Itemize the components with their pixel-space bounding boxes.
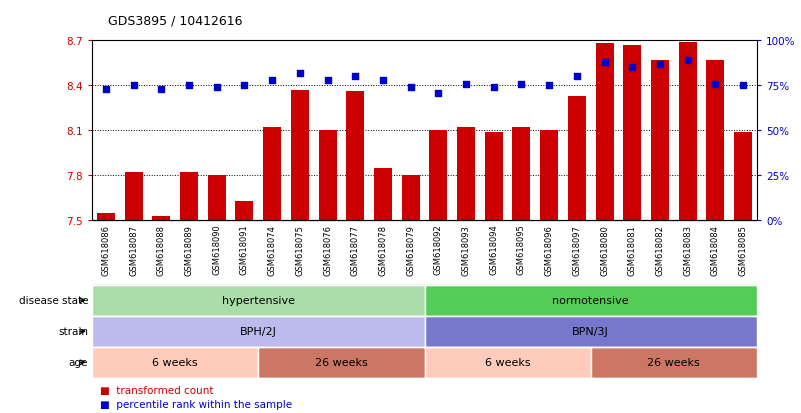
- Point: [155, 86, 167, 93]
- Bar: [180, 173, 198, 221]
- Text: GSM618088: GSM618088: [157, 224, 166, 275]
- Bar: [92, 347, 258, 378]
- Text: GSM618083: GSM618083: [683, 224, 692, 275]
- Bar: [264, 128, 281, 221]
- Point: [460, 81, 473, 88]
- Bar: [734, 133, 752, 221]
- Point: [376, 78, 389, 84]
- Text: GSM618093: GSM618093: [461, 224, 470, 275]
- Text: strain: strain: [58, 326, 88, 337]
- Bar: [706, 61, 724, 221]
- Point: [238, 83, 251, 90]
- Bar: [513, 128, 530, 221]
- Bar: [678, 43, 697, 221]
- Text: BPN/3J: BPN/3J: [573, 326, 609, 337]
- Text: GSM618079: GSM618079: [406, 224, 415, 275]
- Bar: [92, 316, 425, 347]
- Point: [211, 85, 223, 91]
- Text: ■  percentile rank within the sample: ■ percentile rank within the sample: [100, 399, 292, 409]
- Text: disease state: disease state: [18, 295, 88, 306]
- Text: age: age: [69, 357, 88, 368]
- Text: GSM618077: GSM618077: [351, 224, 360, 275]
- Point: [127, 83, 140, 90]
- Bar: [651, 61, 669, 221]
- Bar: [258, 347, 425, 378]
- Text: GSM618074: GSM618074: [268, 224, 276, 275]
- Text: GSM618092: GSM618092: [434, 224, 443, 275]
- Bar: [346, 92, 364, 221]
- Bar: [429, 131, 448, 221]
- Bar: [457, 128, 475, 221]
- Text: GSM618081: GSM618081: [628, 224, 637, 275]
- Text: 26 weeks: 26 weeks: [647, 357, 700, 368]
- Point: [183, 83, 195, 90]
- Bar: [425, 316, 757, 347]
- Text: GSM618086: GSM618086: [102, 224, 111, 275]
- Point: [321, 78, 334, 84]
- Point: [570, 74, 583, 81]
- Bar: [235, 202, 253, 221]
- Bar: [590, 347, 757, 378]
- Point: [543, 83, 556, 90]
- Point: [654, 62, 666, 68]
- Point: [709, 81, 722, 88]
- Point: [349, 74, 362, 81]
- Bar: [92, 285, 425, 316]
- Text: GDS3895 / 10412616: GDS3895 / 10412616: [108, 14, 243, 27]
- Bar: [596, 44, 614, 221]
- Point: [737, 83, 750, 90]
- Bar: [97, 214, 115, 221]
- Text: GSM618084: GSM618084: [711, 224, 720, 275]
- Text: GSM618075: GSM618075: [296, 224, 304, 275]
- Text: GSM618091: GSM618091: [240, 224, 249, 275]
- Bar: [319, 131, 336, 221]
- Bar: [207, 176, 226, 221]
- Point: [432, 90, 445, 97]
- Text: 6 weeks: 6 weeks: [152, 357, 198, 368]
- Text: GSM618085: GSM618085: [739, 224, 747, 275]
- Point: [626, 65, 638, 71]
- Text: ■  transformed count: ■ transformed count: [100, 385, 214, 395]
- Text: GSM618078: GSM618078: [379, 224, 388, 275]
- Text: GSM618090: GSM618090: [212, 224, 221, 275]
- Bar: [425, 347, 590, 378]
- Text: GSM618097: GSM618097: [573, 224, 582, 275]
- Bar: [623, 46, 642, 221]
- Point: [405, 85, 417, 91]
- Point: [293, 70, 306, 77]
- Text: GSM618087: GSM618087: [129, 224, 138, 275]
- Text: GSM618080: GSM618080: [600, 224, 609, 275]
- Point: [515, 81, 528, 88]
- Point: [266, 78, 279, 84]
- Text: GSM618076: GSM618076: [323, 224, 332, 275]
- Text: 6 weeks: 6 weeks: [485, 357, 530, 368]
- Point: [598, 59, 611, 66]
- Bar: [401, 176, 420, 221]
- Point: [99, 86, 112, 93]
- Text: GSM618095: GSM618095: [517, 224, 526, 275]
- Text: 26 weeks: 26 weeks: [315, 357, 368, 368]
- Bar: [540, 131, 558, 221]
- Text: GSM618094: GSM618094: [489, 224, 498, 275]
- Bar: [125, 173, 143, 221]
- Text: BPH/2J: BPH/2J: [239, 326, 277, 337]
- Text: GSM618096: GSM618096: [545, 224, 553, 275]
- Bar: [485, 133, 503, 221]
- Point: [487, 85, 500, 91]
- Text: hypertensive: hypertensive: [222, 295, 295, 306]
- Bar: [374, 169, 392, 221]
- Bar: [152, 216, 171, 221]
- Bar: [425, 285, 757, 316]
- Text: GSM618089: GSM618089: [184, 224, 194, 275]
- Text: GSM618082: GSM618082: [655, 224, 665, 275]
- Text: normotensive: normotensive: [553, 295, 629, 306]
- Bar: [291, 91, 309, 221]
- Bar: [568, 97, 586, 221]
- Point: [682, 58, 694, 64]
